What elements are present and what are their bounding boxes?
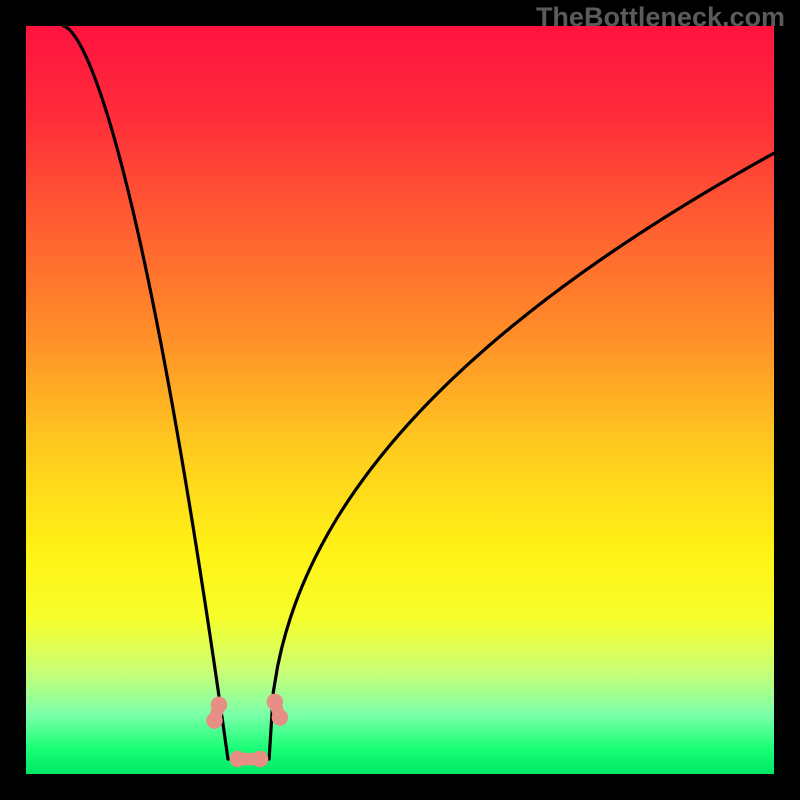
gradient-background <box>26 26 774 774</box>
chart-frame: TheBottleneck.com <box>0 0 800 800</box>
watermark-text: TheBottleneck.com <box>536 2 785 33</box>
marker-bottom-pair <box>229 751 268 767</box>
plot-area <box>26 26 774 774</box>
bottleneck-chart <box>0 0 800 800</box>
